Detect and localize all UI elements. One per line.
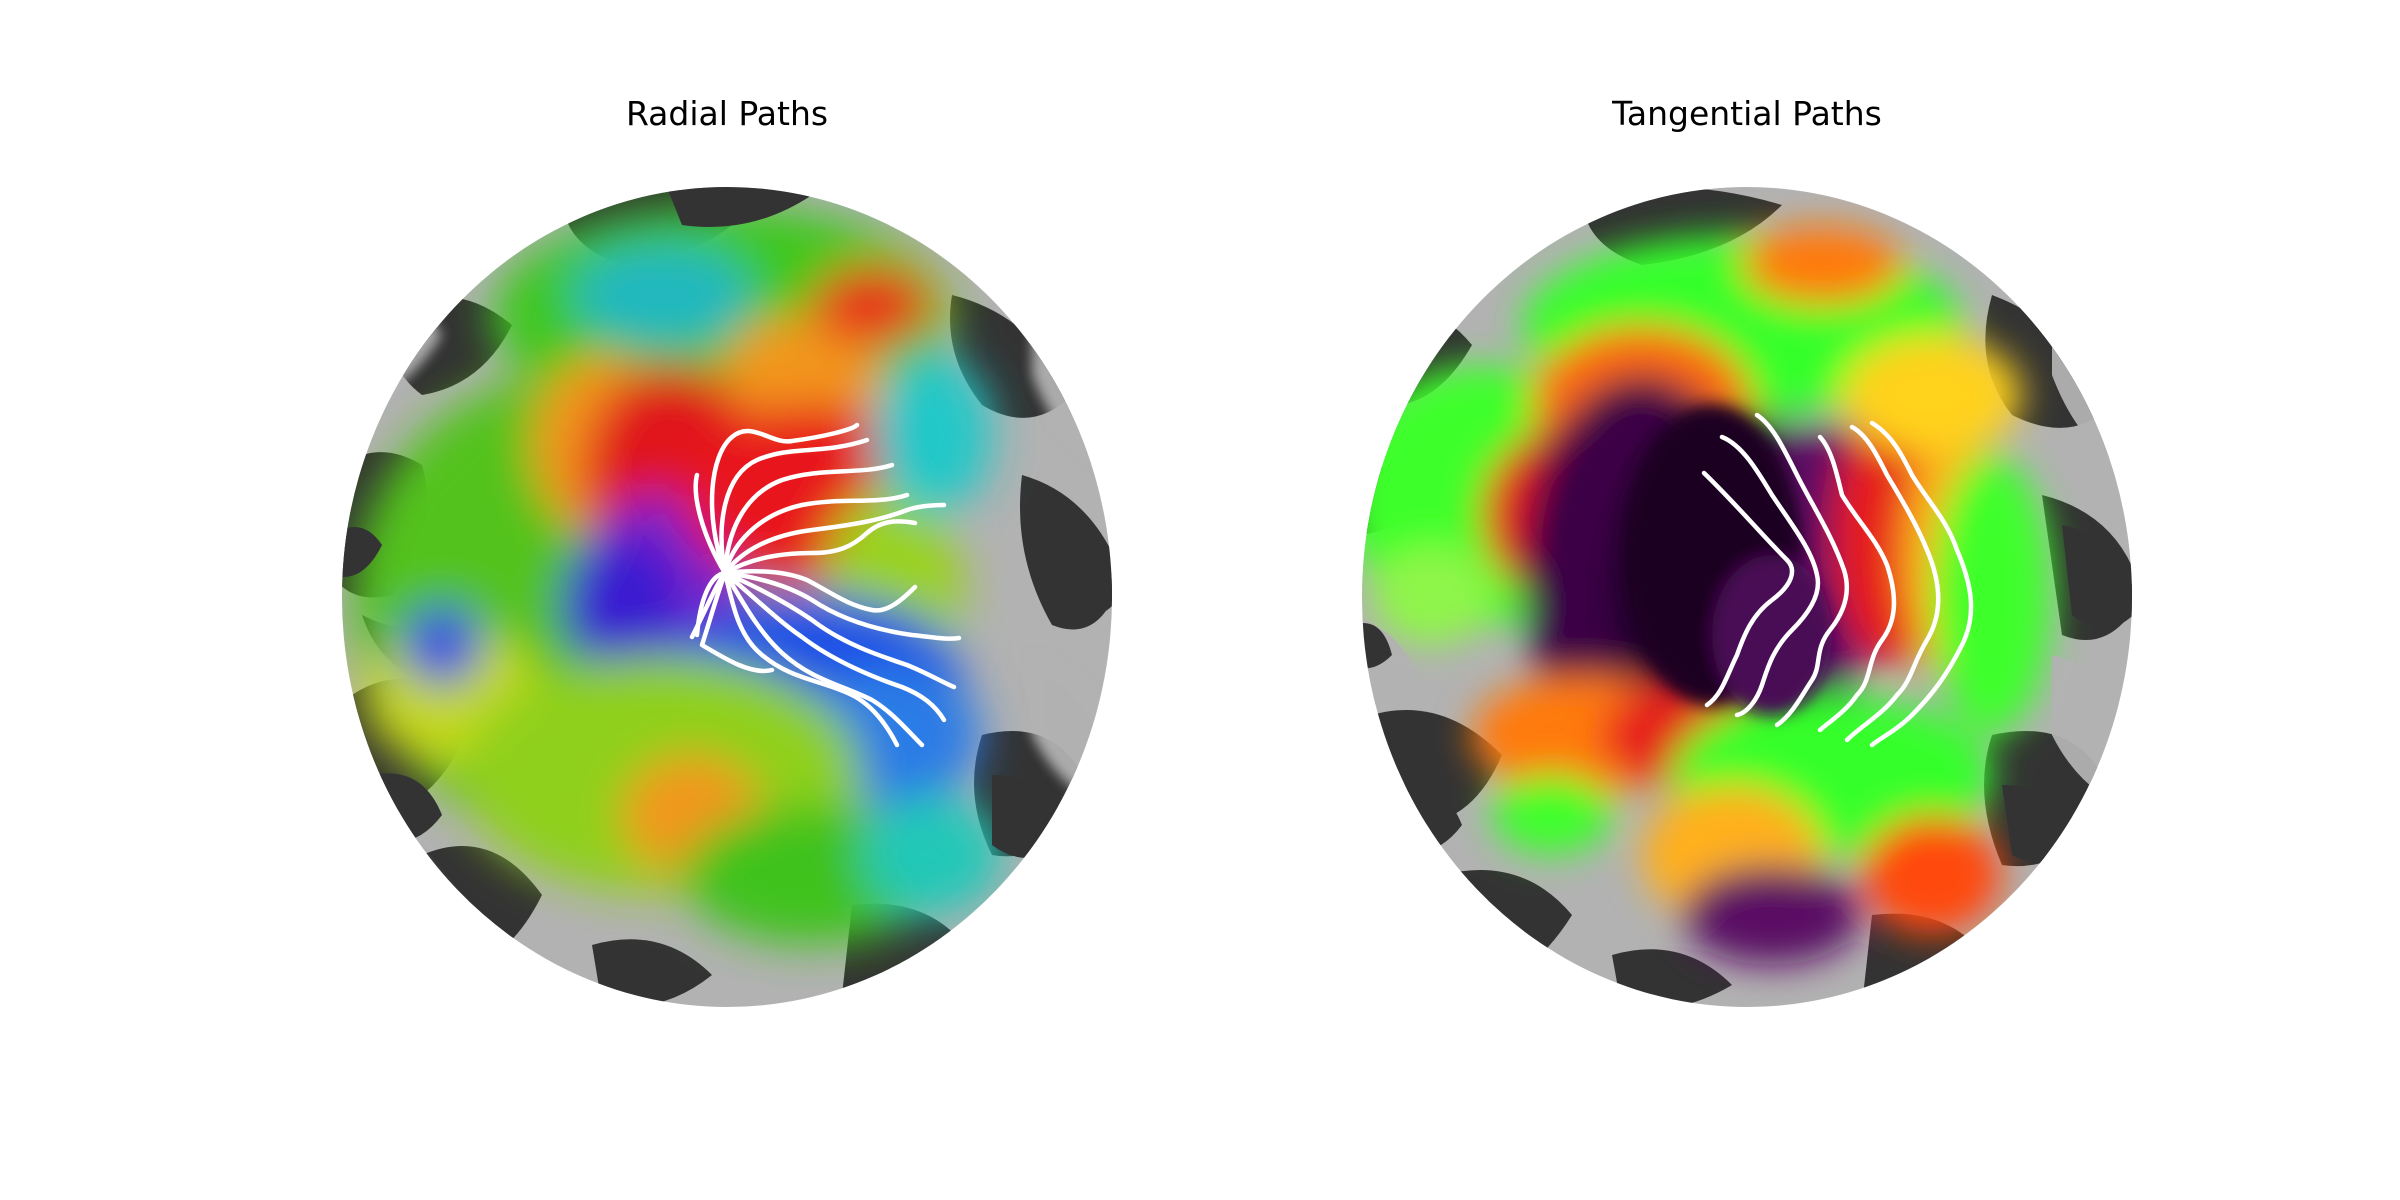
panel-title-radial: Radial Paths xyxy=(625,94,829,133)
flatmap-radial xyxy=(342,187,1112,1007)
radial-paths xyxy=(689,422,962,748)
tangential-paths xyxy=(1701,412,1974,748)
polar-angle-map xyxy=(352,205,1002,945)
cortex-disc xyxy=(1362,187,2132,1007)
panel-title-tangential: Tangential Paths xyxy=(1612,94,1882,133)
flatmap-tangential xyxy=(1362,187,2132,1007)
cortex-disc xyxy=(342,187,1112,1007)
